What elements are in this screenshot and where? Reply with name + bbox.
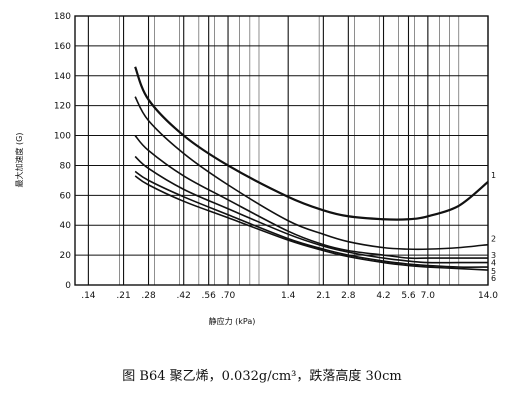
curve-label-2: 2 xyxy=(491,235,496,244)
y-tick-label: 60 xyxy=(60,191,72,201)
y-tick-label: 100 xyxy=(54,132,71,142)
x-axis-label: 静应力 (kPa) xyxy=(209,316,256,326)
x-tick-label: 4.2 xyxy=(376,291,390,301)
curve-2 xyxy=(134,96,489,251)
curve-label-1: 1 xyxy=(491,171,496,180)
curve-label-4: 4 xyxy=(491,259,496,268)
curve-4 xyxy=(134,155,488,264)
figure-caption: 图 B64 聚乙烯，0.032g/cm³，跌落高度 30cm xyxy=(122,368,401,384)
y-tick-label: 40 xyxy=(60,221,72,231)
y-tick-label: 160 xyxy=(54,42,71,52)
x-tick-label: 1.4 xyxy=(281,291,296,301)
x-tick-label: .21 xyxy=(116,291,130,301)
x-tick-label: 2.1 xyxy=(316,291,330,301)
curve-3 xyxy=(134,135,488,260)
data-curves xyxy=(134,66,489,271)
x-tick-label: .14 xyxy=(81,291,96,301)
curve-1 xyxy=(134,66,489,221)
y-tick-label: 180 xyxy=(54,12,71,22)
x-tick-label: 2.8 xyxy=(341,291,356,301)
x-tick-label: 5.6 xyxy=(401,291,416,301)
curve-5 xyxy=(134,170,489,268)
x-tick-label: .70 xyxy=(221,291,236,301)
curve-label-6: 6 xyxy=(491,274,496,283)
plot-frame xyxy=(74,15,489,286)
curve-6 xyxy=(134,175,489,271)
y-tick-label: 0 xyxy=(65,281,71,291)
y-tick-label: 140 xyxy=(54,72,71,82)
x-tick-label: .28 xyxy=(141,291,156,301)
y-axis-label: 最大加速度 (G) xyxy=(14,133,24,188)
x-tick-label: .56 xyxy=(202,291,217,301)
x-tick-labels: .14 .21 .28 .42 .56 .70 1.4 2.1 2.8 4.2 5.6 7.0 14.0 xyxy=(81,291,498,301)
grid-lines xyxy=(74,15,489,286)
y-tick-labels: 0 20 40 60 80 100 120 140 160 180 xyxy=(54,12,71,291)
curve-label-5: 5 xyxy=(491,267,496,276)
x-tick-label: 14.0 xyxy=(478,291,498,301)
y-tick-label: 20 xyxy=(60,251,72,261)
y-tick-label: 120 xyxy=(54,102,71,112)
x-tick-label: .42 xyxy=(177,291,191,301)
x-tick-label: 7.0 xyxy=(421,291,436,301)
curve-label-3: 3 xyxy=(491,251,496,260)
y-tick-label: 80 xyxy=(60,161,72,171)
